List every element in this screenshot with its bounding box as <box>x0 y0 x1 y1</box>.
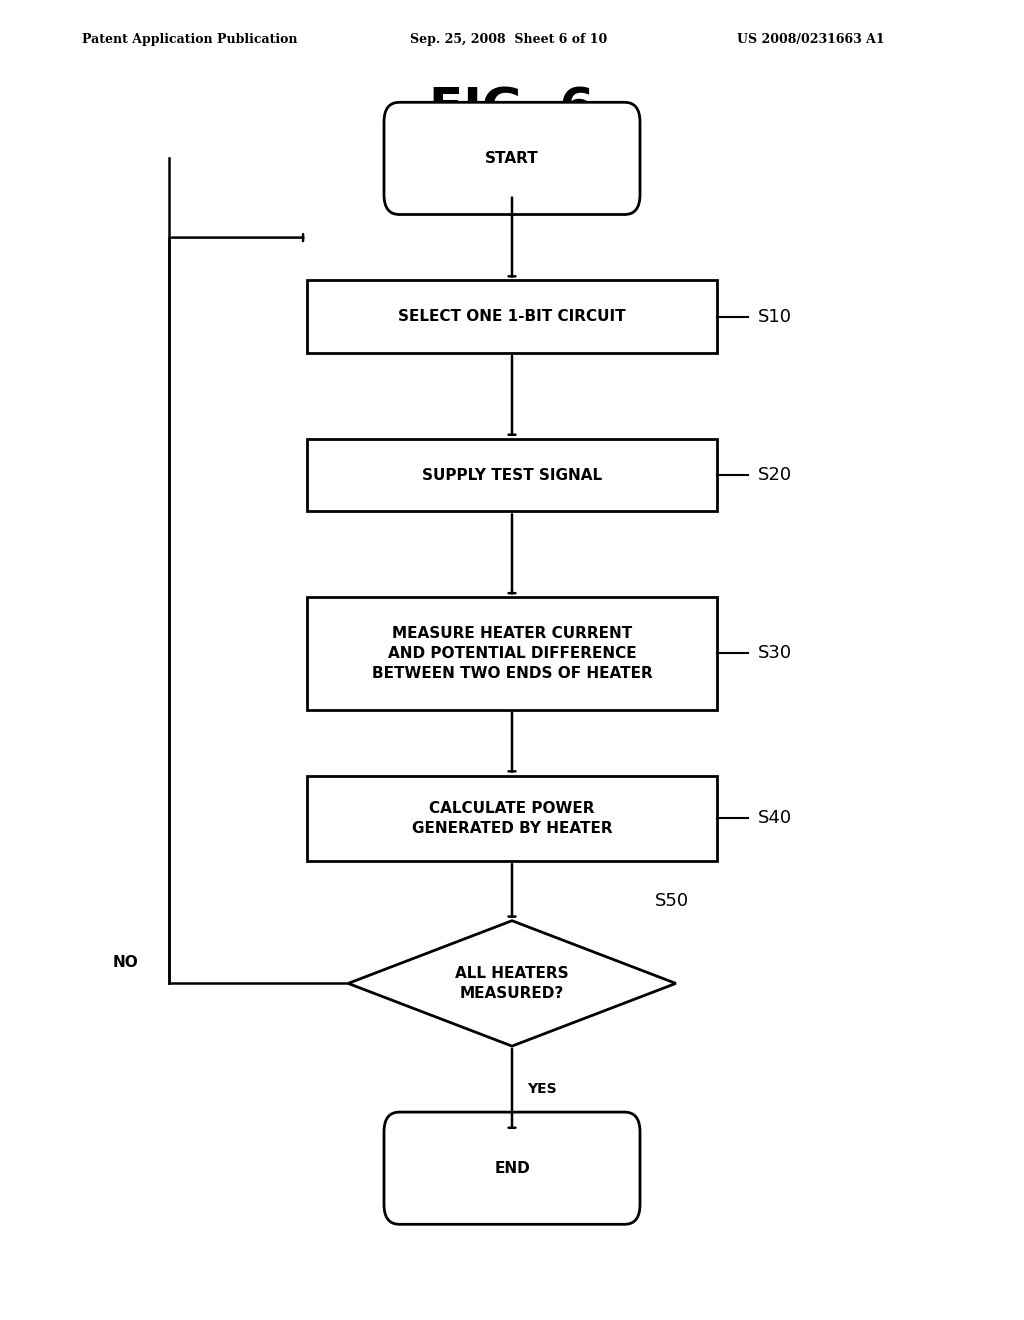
Text: NO: NO <box>113 956 138 970</box>
Bar <box>307 776 717 861</box>
Text: Sep. 25, 2008  Sheet 6 of 10: Sep. 25, 2008 Sheet 6 of 10 <box>410 33 607 46</box>
Text: US 2008/0231663 A1: US 2008/0231663 A1 <box>737 33 885 46</box>
Text: S40: S40 <box>758 809 792 828</box>
Bar <box>307 597 717 710</box>
Bar <box>307 438 717 511</box>
Text: END: END <box>495 1160 529 1176</box>
Text: SELECT ONE 1-BIT CIRCUIT: SELECT ONE 1-BIT CIRCUIT <box>398 309 626 325</box>
Text: S50: S50 <box>655 892 689 909</box>
Text: START: START <box>485 150 539 166</box>
Polygon shape <box>348 921 676 1045</box>
Text: CALCULATE POWER
GENERATED BY HEATER: CALCULATE POWER GENERATED BY HEATER <box>412 801 612 836</box>
Text: Patent Application Publication: Patent Application Publication <box>82 33 297 46</box>
Text: S20: S20 <box>758 466 792 484</box>
Text: S30: S30 <box>758 644 792 663</box>
FancyBboxPatch shape <box>384 103 640 214</box>
Text: FIG. 6: FIG. 6 <box>429 86 595 133</box>
FancyBboxPatch shape <box>384 1111 640 1225</box>
Text: YES: YES <box>527 1082 557 1096</box>
Text: ALL HEATERS
MEASURED?: ALL HEATERS MEASURED? <box>456 966 568 1001</box>
Text: SUPPLY TEST SIGNAL: SUPPLY TEST SIGNAL <box>422 467 602 483</box>
Text: MEASURE HEATER CURRENT
AND POTENTIAL DIFFERENCE
BETWEEN TWO ENDS OF HEATER: MEASURE HEATER CURRENT AND POTENTIAL DIF… <box>372 626 652 681</box>
Bar <box>307 280 717 352</box>
Text: S10: S10 <box>758 308 792 326</box>
